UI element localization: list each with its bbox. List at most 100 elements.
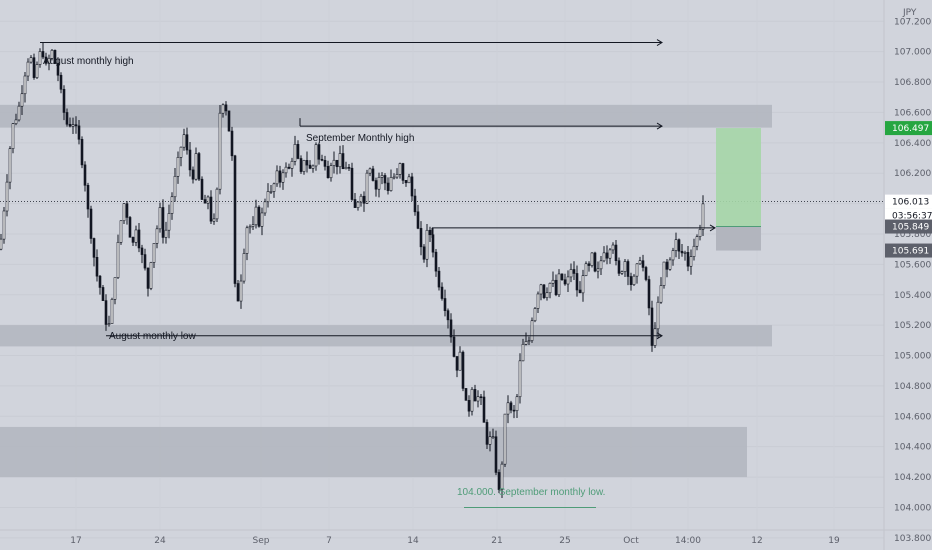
target-price-tag: 106.497: [892, 124, 929, 134]
candle-body: [422, 246, 426, 260]
candle-body: [185, 134, 189, 151]
candle-body: [632, 275, 636, 285]
candle-body: [392, 176, 396, 179]
current-price-tag: 106.013: [892, 198, 929, 208]
candle-body: [608, 249, 612, 259]
candle-body: [269, 191, 273, 193]
time-tick-label: 14: [407, 536, 419, 546]
candle-body: [530, 320, 534, 341]
candle-body: [464, 388, 468, 401]
candle-body: [380, 175, 384, 178]
candle-body: [488, 436, 492, 445]
candle-body: [86, 184, 90, 210]
candle-body: [260, 212, 264, 227]
candle-body: [305, 160, 309, 166]
breakout-line-arrowhead: [709, 224, 716, 232]
candle-body: [248, 226, 252, 229]
candle-body: [92, 238, 96, 258]
candle-body: [692, 245, 696, 257]
candle-body: [164, 229, 168, 238]
candle-body: [512, 409, 516, 412]
price-tick-label: 106.400: [894, 139, 931, 149]
candle-body: [653, 328, 657, 346]
candle-body: [440, 286, 444, 299]
time-axis[interactable]: 17 24 Sep 7 14 21 25 Oct 14:00 12 19: [70, 536, 840, 546]
candle-body: [287, 166, 291, 169]
candle-body: [389, 177, 393, 191]
sep-high-label: September Monthly high: [306, 133, 414, 144]
aug-high-label: August monthly high: [43, 56, 134, 67]
candle-body: [107, 323, 111, 325]
candle-body: [26, 61, 30, 77]
candle-body: [473, 389, 477, 402]
candle-body: [104, 300, 108, 325]
price-tick-label: 107.000: [894, 48, 931, 58]
price-tick-label: 104.800: [894, 382, 931, 392]
candle-body: [113, 277, 117, 300]
candle-body: [206, 196, 210, 204]
candle-body: [368, 168, 372, 174]
candle-body: [689, 256, 693, 267]
candle-body: [197, 153, 201, 180]
candle-body: [479, 396, 483, 399]
candle-body: [59, 74, 63, 90]
candle-body: [365, 172, 369, 204]
candle-body: [509, 402, 513, 411]
candle-body: [437, 270, 441, 288]
candle-body: [152, 243, 156, 263]
candle-body: [614, 244, 618, 262]
candle-body: [158, 207, 162, 230]
candle-body: [581, 275, 585, 294]
candle-body: [611, 244, 615, 251]
candle-body: [212, 218, 216, 222]
candle-body: [359, 195, 363, 203]
candle-body: [602, 252, 606, 262]
candle-body: [35, 64, 39, 78]
candle-body: [251, 224, 255, 227]
candle-body: [524, 341, 528, 345]
candle-body: [542, 284, 546, 298]
candle-body: [14, 119, 18, 124]
candle-body: [356, 201, 360, 208]
candle-body: [275, 170, 279, 185]
candle-body: [374, 180, 378, 190]
candle-body: [17, 105, 21, 121]
candle-body: [410, 176, 414, 197]
candle-body: [416, 211, 420, 229]
candle-body: [503, 413, 507, 465]
candle-body: [230, 130, 234, 157]
candle-body: [122, 203, 126, 222]
candle-body: [11, 123, 15, 149]
candle-body: [80, 138, 84, 166]
stop-price-tag-bg: [885, 243, 932, 258]
candle-body: [116, 242, 120, 278]
candle-body: [170, 196, 174, 214]
price-tick-label: 106.600: [894, 108, 931, 118]
candle-body: [254, 206, 258, 226]
candle-body: [296, 144, 300, 159]
candle-body: [347, 167, 351, 169]
candle-body: [281, 172, 285, 183]
candle-body: [506, 402, 510, 415]
candle-body: [527, 340, 531, 342]
candle-body: [149, 262, 153, 289]
candle-body: [29, 57, 33, 63]
candle-body: [0, 238, 3, 250]
aug-high-line-arrowhead: [656, 39, 663, 46]
candle-body: [620, 271, 624, 274]
entry-price-tag-bg: [885, 219, 932, 234]
candle-body: [272, 183, 276, 192]
candle-body: [200, 178, 204, 200]
candle-body: [137, 229, 141, 249]
candle-body: [266, 191, 270, 203]
candle-body: [134, 229, 138, 243]
candle-body: [224, 104, 228, 112]
position-tool[interactable]: [716, 128, 761, 251]
candle-body: [143, 254, 147, 269]
candle-body: [644, 267, 648, 280]
price-tick-label: 104.200: [894, 473, 931, 483]
candle-body: [413, 195, 417, 213]
